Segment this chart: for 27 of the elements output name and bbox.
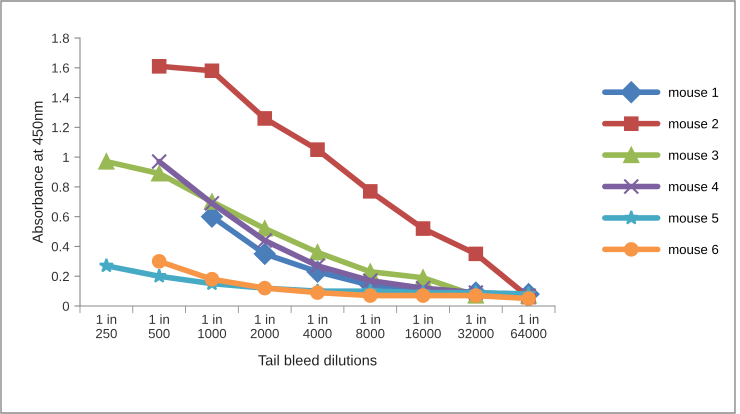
legend-label: mouse 1 <box>669 88 718 97</box>
y-tick-label: 1 <box>63 152 69 162</box>
y-tick-label: 0.6 <box>52 212 70 222</box>
x-tick-label: 1 in 500 <box>148 314 170 338</box>
legend-label: mouse 6 <box>669 244 718 254</box>
y-tick-label: 0.2 <box>52 272 69 282</box>
legend-label: mouse 5 <box>669 213 718 223</box>
x-tick-label: 1 in 64000 <box>510 314 546 338</box>
y-tick-label: 1.6 <box>52 63 70 73</box>
y-tick-label: 1.8 <box>52 34 70 43</box>
x-tick-label: 1 in 4000 <box>303 314 332 338</box>
y-tick-label: 0.8 <box>52 182 70 192</box>
x-tick-label: 1 in 250 <box>96 314 117 338</box>
x-tick-label: 1 in 16000 <box>406 314 441 338</box>
y-tick-label: 0.4 <box>52 242 70 252</box>
x-tick-label: 1 in 8000 <box>356 314 384 338</box>
legend-label: mouse 2 <box>669 119 718 128</box>
x-axis-title: Tail bleed dilutions <box>258 354 377 366</box>
y-tick-label: 1.2 <box>52 122 69 132</box>
x-tick-label: 1 in 1000 <box>198 314 226 338</box>
y-axis-title: Absorbance at 450nm <box>32 102 43 244</box>
x-tick-label: 1 in 32000 <box>458 314 494 338</box>
legend-label: mouse 3 <box>669 150 718 160</box>
legend-label: mouse 4 <box>669 182 718 192</box>
y-tick-label: 1.4 <box>52 93 70 102</box>
y-tick-label: 0 <box>62 302 70 311</box>
x-tick-label: 1 in 2000 <box>250 314 279 338</box>
